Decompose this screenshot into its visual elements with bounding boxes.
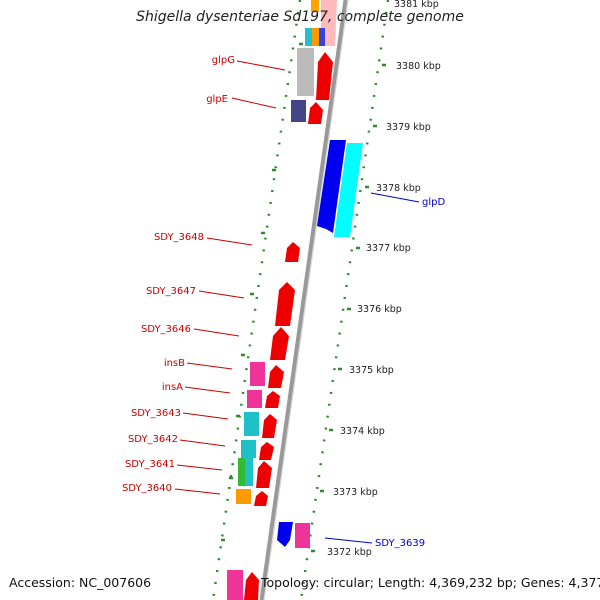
gene-label-SDY_3642: SDY_3642 xyxy=(128,434,178,445)
inner-left-ticks xyxy=(221,42,303,542)
kbp-label-3374: 3374 kbp xyxy=(340,426,385,437)
gene-arrow-SDY_3642 xyxy=(259,442,274,460)
gene-arrow-insB xyxy=(268,365,284,388)
gene-label-SDY_3639: SDY_3639 xyxy=(375,538,425,549)
gene-block-orange xyxy=(312,28,320,46)
gene-arrow-SDY_3646 xyxy=(270,327,289,360)
kbp-label-3379: 3379 kbp xyxy=(386,122,431,133)
outer-left-dotted-boundary xyxy=(211,0,302,600)
gene-block-blue-top xyxy=(319,28,325,46)
gene-arrow-SDY_3641 xyxy=(256,461,272,488)
gene-label-SDY_3643: SDY_3643 xyxy=(131,408,181,419)
gene-arrow-glpD-cyan xyxy=(334,143,363,237)
gene-block-SDY_3642 xyxy=(241,440,256,458)
gene-arrow-insA xyxy=(265,391,280,408)
reverse-gene-labels: glpG glpE SDY_3648 SDY_3647 SDY_3646 ins… xyxy=(122,55,235,494)
topology-label: Topology: circular; Length: 4,369,232 bp… xyxy=(261,575,600,590)
gene-arrow-SDY_3643 xyxy=(262,414,277,438)
forward-gene-labels: glpD SDY_3639 xyxy=(375,197,445,549)
kbp-tick-labels: 3381 kbp 3380 kbp 3379 kbp 3378 kbp 3377… xyxy=(327,0,441,558)
gene-block-insB xyxy=(250,362,265,386)
gene-label-SDY_3648: SDY_3648 xyxy=(154,232,204,243)
genome-backbone xyxy=(259,0,349,600)
gene-block-SDY_3639-pink xyxy=(295,523,310,548)
gene-block-cyan-top xyxy=(305,28,313,46)
kbp-label-3381: 3381 kbp xyxy=(394,0,439,10)
outer-right-ticks xyxy=(311,63,386,553)
gene-label-SDY_3641: SDY_3641 xyxy=(125,459,175,470)
kbp-label-3375: 3375 kbp xyxy=(349,365,394,376)
gene-arrow-SDY_3639-blue xyxy=(277,522,293,547)
gene-block-SDY_3641-green xyxy=(238,458,245,486)
gene-block-SDY_3640 xyxy=(236,489,251,504)
gene-arrow-SDY_3640 xyxy=(254,491,268,506)
accession-label: Accession: NC_007606 xyxy=(9,575,152,590)
gene-arrow-glpG xyxy=(316,52,333,100)
reverse-leader-lines xyxy=(174,60,286,495)
kbp-label-3376: 3376 kbp xyxy=(357,304,402,315)
gene-arrow-bottom xyxy=(244,572,259,600)
kbp-label-3377: 3377 kbp xyxy=(366,243,411,254)
gene-label-SDY_3646: SDY_3646 xyxy=(141,324,191,335)
gene-block-insA xyxy=(247,390,262,408)
map-title: Shigella dysenteriae Sd197, complete gen… xyxy=(136,9,464,25)
gene-label-insA: insA xyxy=(162,382,183,393)
gene-arrow-SDY_3648 xyxy=(285,242,300,262)
gene-label-SDY_3640: SDY_3640 xyxy=(122,483,172,494)
kbp-label-3378: 3378 kbp xyxy=(376,183,421,194)
gene-label-insB: insB xyxy=(164,358,185,369)
kbp-label-3380: 3380 kbp xyxy=(396,61,441,72)
kbp-label-3372: 3372 kbp xyxy=(327,547,372,558)
gene-block-glpG xyxy=(297,48,314,96)
genome-backbone-highlight xyxy=(263,0,349,600)
gene-block-SDY_3643 xyxy=(244,412,259,436)
gene-label-glpE: glpE xyxy=(206,94,228,105)
gene-arrow-SDY_3647 xyxy=(275,282,295,326)
outer-right-dotted-boundary xyxy=(299,0,390,600)
gene-block-pink-bottom xyxy=(227,570,243,600)
gene-label-SDY_3647: SDY_3647 xyxy=(146,286,196,297)
gene-label-glpD: glpD xyxy=(422,197,445,208)
gene-block-SDY_3641-cyan xyxy=(245,458,253,486)
gene-arrow-glpD-blue xyxy=(317,140,346,233)
gene-arrow-glpE xyxy=(308,102,323,124)
kbp-label-3373: 3373 kbp xyxy=(333,487,378,498)
forward-leader-lines xyxy=(324,192,420,544)
gene-block-orange-top xyxy=(311,0,319,12)
gene-block-glpE xyxy=(291,100,306,122)
gene-label-glpG: glpG xyxy=(212,55,235,66)
